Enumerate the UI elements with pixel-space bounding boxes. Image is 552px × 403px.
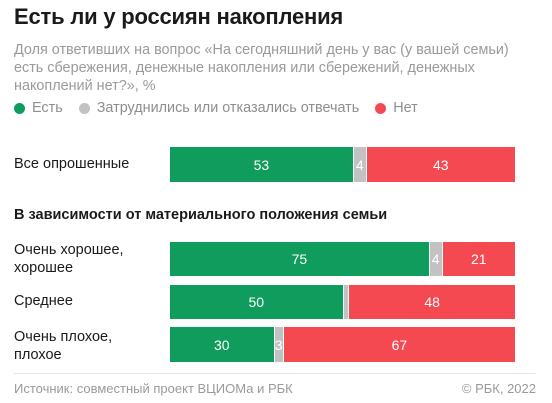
bar-row: 30 3 67 (170, 327, 515, 362)
legend-swatch (375, 102, 387, 114)
bar-value-label: 30 (213, 336, 230, 353)
row-label-line: Очень плохое, (14, 329, 113, 345)
bar-value-label: 4 (355, 156, 364, 173)
bar-row: 53 4 43 (170, 147, 515, 182)
bar-segment: 3 (273, 327, 284, 362)
chart-title: Есть ли у россиян накопления (14, 4, 344, 29)
legend-swatch (14, 102, 25, 114)
row-label-line: хорошее (14, 260, 74, 276)
row-label-line: Среднее (14, 293, 73, 309)
legend-swatch (78, 102, 90, 114)
bar-segment: 43 (366, 147, 515, 182)
bar-segment: 30 (170, 327, 274, 362)
bar-segment (342, 285, 350, 319)
legend-item: Нет (375, 100, 418, 116)
bar-value-label: 21 (470, 251, 487, 267)
chart-legend: Есть Затруднились или отказались отвечать… (14, 99, 434, 117)
bar-row: 50 48 (170, 285, 515, 319)
chart-subtitle: Доля ответивших на вопрос «На сегодняшни… (14, 42, 509, 94)
legend-label: Нет (393, 100, 418, 116)
bar-segment: 4 (428, 242, 443, 276)
section-title: В зависимости от материального положения… (14, 207, 388, 223)
bar-segment: 48 (349, 285, 515, 319)
bar-value-label: 48 (424, 294, 440, 310)
bar-value-label: 3 (274, 336, 283, 353)
bar-row: 75 4 21 (170, 242, 515, 276)
bar-value-label: 67 (391, 336, 408, 353)
row-label-line: Все опрошенные (14, 156, 130, 172)
row-label-line: плохое (14, 347, 62, 363)
footer-divider (14, 373, 536, 374)
bar-value-label: 43 (433, 156, 449, 173)
bar-segment: 50 (170, 285, 343, 319)
row-label-average: Среднее (14, 292, 73, 310)
bar-value-label: 50 (248, 294, 265, 310)
bar-value-label: 53 (253, 156, 270, 173)
bar-segment: 53 (170, 147, 353, 182)
legend-item: Затруднились или отказались отвечать (78, 100, 360, 116)
bar-segment: 67 (283, 327, 515, 362)
legend-label: Есть (32, 100, 63, 116)
bar-value-label: 75 (291, 251, 308, 267)
legend-label: Затруднились или отказались отвечать (96, 100, 360, 116)
row-label-bad: Очень плохое, плохое (14, 328, 112, 364)
bar-segment: 21 (442, 242, 515, 276)
copyright-note: © РБК, 2022 (461, 381, 536, 396)
bar-segment: 75 (170, 242, 429, 276)
legend-item: Есть (14, 100, 63, 116)
source-note: Источник: совместный проект ВЦИОМа и РБК (14, 381, 293, 396)
row-label-all: Все опрошенные (14, 155, 129, 173)
row-label-line: Очень хорошее, (14, 242, 124, 258)
bar-value-label: 4 (431, 251, 440, 267)
bar-segment: 4 (352, 147, 367, 182)
row-label-good: Очень хорошее, хорошее (14, 241, 124, 277)
